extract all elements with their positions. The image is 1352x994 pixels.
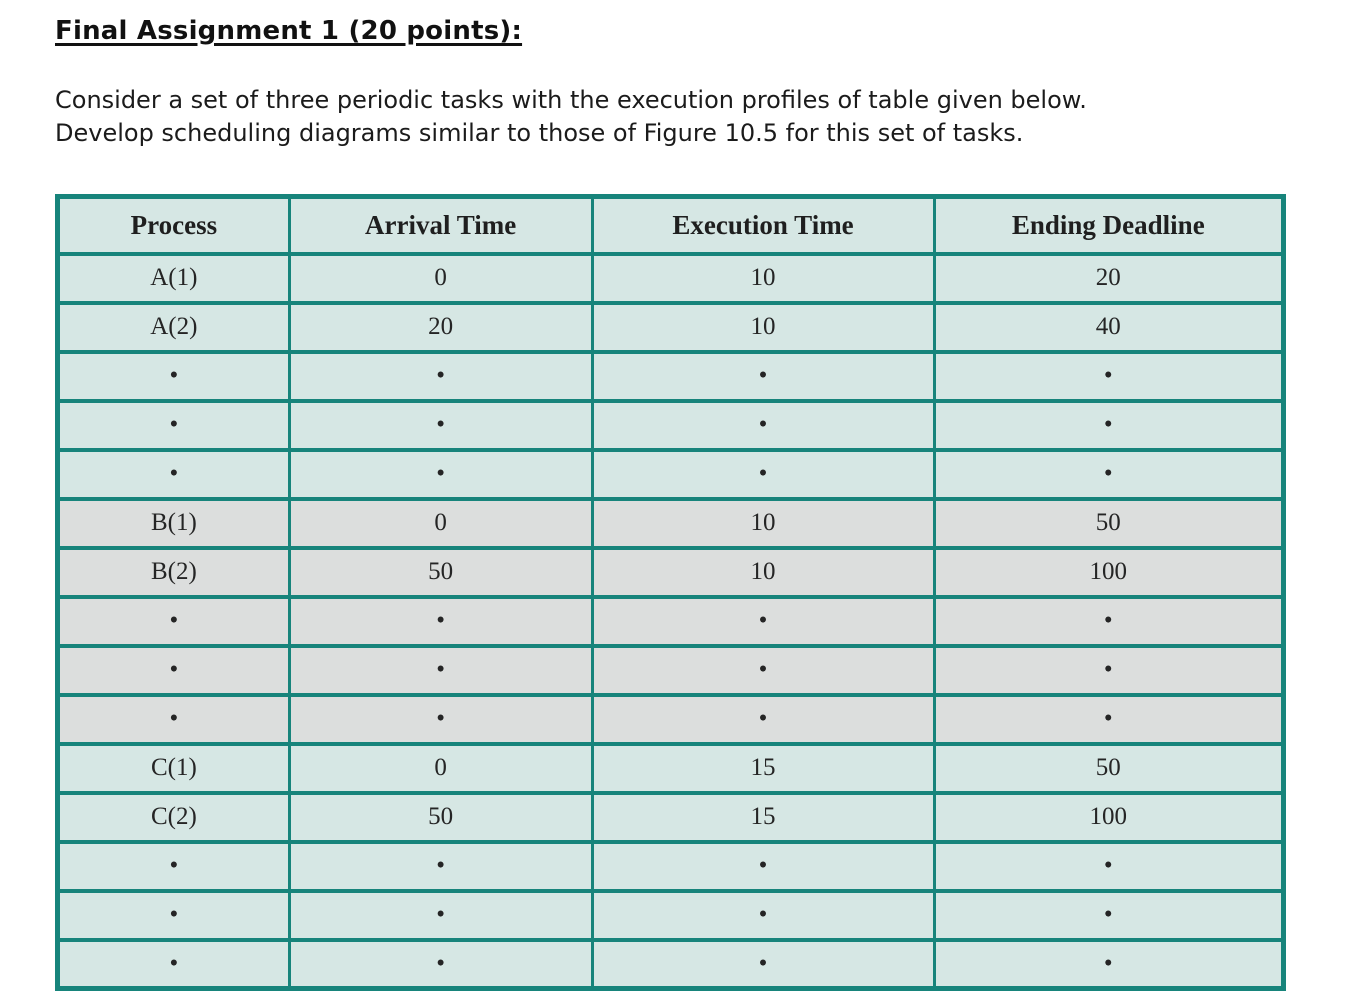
process-table: Process Arrival Time Execution Time Endi… (55, 194, 1286, 991)
table-row: • • • • (56, 839, 1286, 893)
table-cell: 50 (287, 790, 594, 844)
table-cell: • (932, 692, 1286, 746)
table-cell: • (287, 398, 594, 452)
table-cell: • (287, 594, 594, 648)
table-cell: 50 (287, 545, 594, 599)
table-cell: • (590, 937, 936, 991)
table-cell: • (590, 692, 936, 746)
assignment-paragraph: Consider a set of three periodic tasks w… (55, 84, 1292, 150)
table-cell: 100 (932, 545, 1286, 599)
table-cell: B(1) (56, 496, 291, 550)
table-cell: • (287, 888, 594, 942)
table-cell: 0 (287, 251, 594, 305)
paragraph-line-1: Consider a set of three periodic tasks w… (55, 86, 1087, 114)
column-header-arrival-time: Arrival Time (287, 194, 594, 256)
table-cell: • (590, 839, 936, 893)
table-cell: • (56, 888, 291, 942)
table-cell: • (932, 937, 1286, 991)
table-cell: • (287, 839, 594, 893)
table-cell: • (56, 349, 291, 403)
table-cell: • (590, 447, 936, 501)
table-cell: • (56, 643, 291, 697)
table-row: • • • • (56, 594, 1286, 648)
table-row: • • • • (56, 349, 1286, 403)
column-header-execution-time: Execution Time (590, 194, 936, 256)
table-row: B(1) 0 10 50 (56, 496, 1286, 550)
paragraph-line-2: Develop scheduling diagrams similar to t… (55, 119, 1024, 147)
table-cell: • (932, 839, 1286, 893)
table-cell: • (932, 398, 1286, 452)
table-cell: C(1) (56, 741, 291, 795)
table-row: A(2) 20 10 40 (56, 300, 1286, 354)
table-cell: • (590, 888, 936, 942)
table-cell: A(2) (56, 300, 291, 354)
table-row: • • • • (56, 692, 1286, 746)
table-cell: 10 (590, 545, 936, 599)
table-cell: • (56, 937, 291, 991)
table-cell: C(2) (56, 790, 291, 844)
table-cell: 10 (590, 496, 936, 550)
table-cell: • (287, 349, 594, 403)
table-cell: 0 (287, 741, 594, 795)
table-cell: 10 (590, 251, 936, 305)
table-cell: 15 (590, 790, 936, 844)
page-title: Final Assignment 1 (20 points): (55, 16, 523, 46)
table-cell: • (932, 888, 1286, 942)
table-cell: A(1) (56, 251, 291, 305)
table-row: • • • • (56, 447, 1286, 501)
table-cell: 20 (932, 251, 1286, 305)
table-cell: • (56, 692, 291, 746)
table-row: A(1) 0 10 20 (56, 251, 1286, 305)
table-cell: • (590, 398, 936, 452)
table-cell: 100 (932, 790, 1286, 844)
table-cell: 10 (590, 300, 936, 354)
table-cell: • (287, 692, 594, 746)
table-cell: • (56, 398, 291, 452)
table-cell: • (932, 447, 1286, 501)
table-row: • • • • (56, 937, 1286, 991)
table-cell: • (56, 447, 291, 501)
column-header-process: Process (56, 194, 291, 256)
table-cell: 20 (287, 300, 594, 354)
table-cell: • (56, 594, 291, 648)
table-cell: • (932, 594, 1286, 648)
column-header-ending-deadline: Ending Deadline (932, 194, 1286, 256)
table-cell: • (590, 349, 936, 403)
table-cell: • (590, 594, 936, 648)
table-row: B(2) 50 10 100 (56, 545, 1286, 599)
table-cell: • (287, 447, 594, 501)
table-cell: 15 (590, 741, 936, 795)
table-row: C(1) 0 15 50 (56, 741, 1286, 795)
table-row: • • • • (56, 643, 1286, 697)
table-cell: B(2) (56, 545, 291, 599)
table-row: C(2) 50 15 100 (56, 790, 1286, 844)
table-cell: • (932, 349, 1286, 403)
table-cell: 0 (287, 496, 594, 550)
table-cell: • (287, 937, 594, 991)
table-cell: 40 (932, 300, 1286, 354)
table-cell: • (287, 643, 594, 697)
table-cell: 50 (932, 496, 1286, 550)
table-cell: • (932, 643, 1286, 697)
table-row: • • • • (56, 398, 1286, 452)
table-cell: 50 (932, 741, 1286, 795)
table-row: • • • • (56, 888, 1286, 942)
table-cell: • (590, 643, 936, 697)
table-cell: • (56, 839, 291, 893)
table-header-row: Process Arrival Time Execution Time Endi… (56, 194, 1286, 256)
